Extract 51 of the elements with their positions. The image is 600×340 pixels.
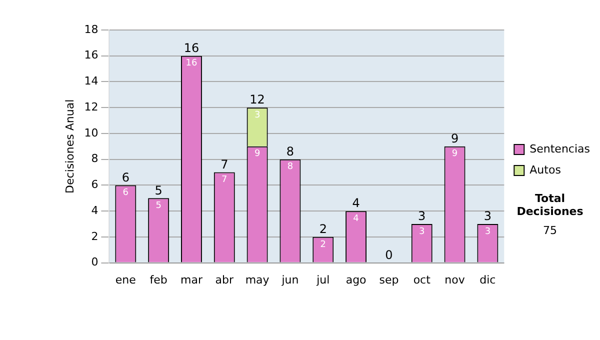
legend-label: Autos bbox=[530, 163, 562, 176]
data-label: 3 bbox=[419, 226, 425, 237]
total-label: 2 bbox=[319, 222, 327, 236]
y-tick-label: 6 bbox=[91, 178, 98, 192]
total-label: 8 bbox=[286, 144, 294, 158]
total-label: 5 bbox=[154, 183, 162, 198]
x-tick-label: jun bbox=[280, 273, 299, 286]
data-label: 9 bbox=[254, 149, 260, 160]
x-tick-label: may bbox=[245, 273, 270, 286]
data-label: 6 bbox=[122, 188, 129, 198]
x-tick-label: jul bbox=[316, 273, 330, 286]
x-tick-label: nov bbox=[444, 273, 466, 286]
x-tick-label: oct bbox=[413, 273, 432, 286]
data-label: 3 bbox=[484, 226, 491, 237]
total-label: 0 bbox=[385, 248, 393, 262]
total-label: 3 bbox=[484, 209, 492, 224]
x-tick-label: ene bbox=[115, 273, 136, 286]
data-label: 8 bbox=[287, 162, 294, 172]
x-tick-label: sep bbox=[379, 273, 399, 286]
total-label: 6 bbox=[122, 170, 130, 184]
legend-label: Sentencias bbox=[530, 142, 590, 156]
y-axis-title: Decisiones Anual bbox=[63, 99, 76, 194]
x-tick-label: dic bbox=[480, 273, 496, 286]
x-tick-label: feb bbox=[150, 273, 168, 286]
y-tick-label: 4 bbox=[91, 204, 98, 217]
total-label: 4 bbox=[352, 196, 360, 210]
data-label: 9 bbox=[452, 149, 458, 160]
data-label: 4 bbox=[353, 214, 360, 224]
y-tick-label: 14 bbox=[84, 74, 98, 88]
x-tick-label: abr bbox=[215, 273, 234, 286]
text: Total Decisiones bbox=[516, 192, 584, 218]
y-tick-label: 8 bbox=[91, 152, 98, 166]
data-label: 3 bbox=[254, 110, 260, 120]
y-tick-label: 10 bbox=[84, 126, 98, 140]
y-tick-label: 2 bbox=[91, 230, 98, 243]
data-label: 7 bbox=[222, 175, 228, 186]
y-tick-label: 0 bbox=[91, 256, 98, 269]
text: 75 bbox=[542, 224, 558, 237]
data-label: 5 bbox=[156, 200, 162, 211]
x-tick-label: mar bbox=[180, 273, 203, 286]
x-tick-label: ago bbox=[346, 273, 367, 286]
total-label: 12 bbox=[250, 92, 265, 107]
total-label: 7 bbox=[220, 157, 228, 172]
data-label: 2 bbox=[320, 240, 326, 250]
total-label: 3 bbox=[418, 209, 426, 224]
total-label: 16 bbox=[184, 40, 200, 55]
y-tick-label: 16 bbox=[84, 48, 98, 62]
total-label: 9 bbox=[450, 132, 459, 146]
y-tick-label: 12 bbox=[84, 100, 98, 114]
data-label: 16 bbox=[186, 58, 198, 69]
y-tick-label: 18 bbox=[84, 22, 98, 36]
